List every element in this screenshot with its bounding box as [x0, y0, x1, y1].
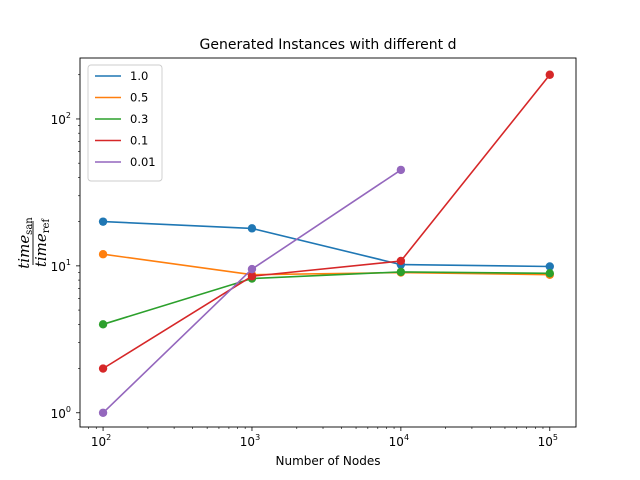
x-axis-label: Number of Nodes — [276, 454, 381, 468]
series-point-0.01 — [98, 408, 108, 417]
y-label-numerator: time — [15, 235, 33, 269]
legend-label: 1.0 — [130, 69, 148, 83]
y-tick-label: 101 — [51, 258, 71, 274]
x-tick-label: 103 — [240, 433, 260, 449]
y-tick-label: 102 — [51, 111, 71, 127]
y-axis-label: timesan timeref — [15, 217, 52, 269]
series-point-0.5 — [98, 250, 108, 259]
series-line-0.1 — [102, 74, 551, 370]
x-tick-label: 104 — [389, 433, 409, 449]
y-tick-label: 100 — [51, 405, 71, 421]
axes-frame — [79, 57, 577, 428]
series-point-0.1 — [545, 70, 554, 79]
legend-box — [87, 64, 163, 182]
series-point-0.3 — [396, 267, 406, 277]
series-line-1.0 — [103, 220, 550, 268]
series-point-1.0 — [98, 217, 108, 226]
x-tick-label: 102 — [91, 433, 111, 449]
series-point-1.0 — [247, 224, 257, 233]
series-point-0.3 — [545, 269, 554, 278]
series-point-0.1 — [396, 256, 406, 266]
svg-text:timeref: timeref — [32, 218, 52, 268]
series-point-0.1 — [98, 364, 108, 373]
series-point-0.3 — [98, 320, 108, 329]
legend-label: 0.5 — [130, 91, 148, 105]
legend-label: 0.3 — [130, 112, 148, 126]
series-point-0.01 — [247, 264, 257, 274]
legend-label: 0.1 — [130, 134, 148, 148]
series-point-0.1 — [247, 272, 257, 281]
legend: 1.0 0.5 0.3 0.1 0.01 — [87, 64, 163, 182]
series-point-0.01 — [396, 165, 406, 175]
y-label-denominator: time — [32, 233, 50, 267]
legend-label: 0.01 — [130, 155, 156, 169]
plot-area: 102 103 104 105 100 101 102 1.0 0.5 0.3 0.1 0.01 — [51, 57, 577, 449]
chart-title: Generated Instances with different d — [200, 37, 457, 53]
series-line-0.3 — [102, 271, 550, 326]
series-point-1.0 — [545, 262, 554, 271]
x-tick-label: 105 — [538, 433, 558, 449]
svg-text:timesan: timesan — [15, 217, 35, 269]
y-label-numerator-sub: san — [24, 217, 35, 235]
series-line-0.5 — [102, 253, 550, 276]
y-label-denominator-sub: ref — [41, 218, 52, 234]
